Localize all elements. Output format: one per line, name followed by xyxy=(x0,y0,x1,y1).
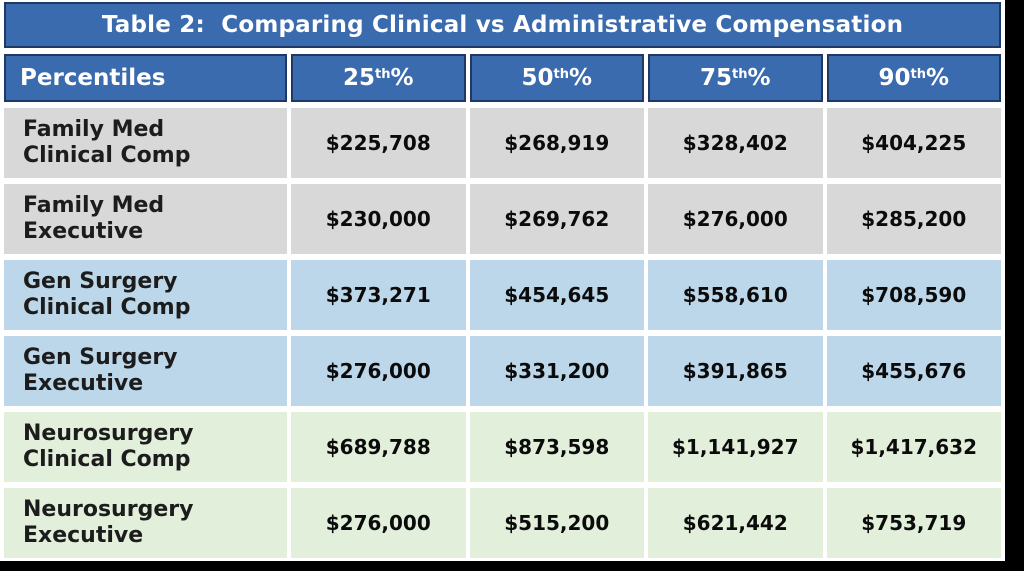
header-cell-90th: 90th% xyxy=(826,54,1001,102)
table-row-family-med-clinical: Family Med Clinical Comp $225,708 $268,9… xyxy=(4,108,1001,178)
percentile-base: 90 xyxy=(878,65,911,91)
row-label: Neurosurgery Clinical Comp xyxy=(4,412,287,482)
value-cell: $455,676 xyxy=(826,336,1001,406)
row-label-line2: Executive xyxy=(23,371,144,396)
title-row: Table 2: Comparing Clinical vs Administr… xyxy=(4,2,1001,48)
table-row-family-med-executive: Family Med Executive $230,000 $269,762 $… xyxy=(4,184,1001,254)
row-label-line1: Neurosurgery xyxy=(23,496,194,522)
row-label-line2: Clinical Comp xyxy=(23,295,191,320)
percentile-sup: th xyxy=(374,66,391,82)
value-cell: $404,225 xyxy=(826,108,1001,178)
row-label-line2: Executive xyxy=(23,219,144,244)
header-row: Percentiles 25th% 50th% 75th% 90th% xyxy=(4,54,1001,102)
row-label-line2: Clinical Comp xyxy=(23,143,191,168)
percentile-sup: th xyxy=(553,66,569,82)
value-cell: $708,590 xyxy=(826,260,1001,330)
header-cell-50th: 50th% xyxy=(469,54,644,102)
percentile-sup: th xyxy=(910,66,926,82)
row-label-line1: Family Med xyxy=(23,192,165,218)
row-label: Family Med Executive xyxy=(4,184,287,254)
header-cell-75th: 75th% xyxy=(648,54,823,102)
black-frame-bottom xyxy=(0,561,1024,571)
value-cell: $391,865 xyxy=(648,336,823,406)
value-cell: $515,200 xyxy=(469,488,644,558)
value-cell: $753,719 xyxy=(826,488,1001,558)
percentile-sup: th xyxy=(731,66,748,82)
value-cell: $558,610 xyxy=(648,260,823,330)
value-cell: $331,200 xyxy=(469,336,644,406)
row-label-line1: Gen Surgery xyxy=(23,268,178,294)
percentile-suffix: % xyxy=(747,65,771,91)
value-cell: $454,645 xyxy=(469,260,644,330)
header-cell-percentiles: Percentiles xyxy=(4,54,287,102)
compensation-table: Table 2: Comparing Clinical vs Administr… xyxy=(4,2,1001,558)
row-label: Gen Surgery Clinical Comp xyxy=(4,260,287,330)
row-label-line1: Gen Surgery xyxy=(23,344,178,370)
value-cell: $268,919 xyxy=(469,108,644,178)
black-frame-right xyxy=(1005,0,1024,571)
value-cell: $276,000 xyxy=(291,488,466,558)
percentile-base: 50 xyxy=(521,65,554,91)
value-cell: $1,141,927 xyxy=(648,412,823,482)
table-row-neurosurgery-clinical: Neurosurgery Clinical Comp $689,788 $873… xyxy=(4,412,1001,482)
table-row-gen-surgery-executive: Gen Surgery Executive $276,000 $331,200 … xyxy=(4,336,1001,406)
value-cell: $373,271 xyxy=(291,260,466,330)
row-label-line2: Executive xyxy=(23,523,144,548)
value-cell: $276,000 xyxy=(291,336,466,406)
value-cell: $276,000 xyxy=(648,184,823,254)
value-cell: $621,442 xyxy=(648,488,823,558)
percentile-base: 25 xyxy=(342,65,375,91)
value-cell: $328,402 xyxy=(648,108,823,178)
row-label-line1: Neurosurgery xyxy=(23,420,194,446)
percentile-base: 75 xyxy=(699,65,732,91)
table-title: Table 2: Comparing Clinical vs Administr… xyxy=(4,2,1001,48)
percentile-suffix: % xyxy=(390,65,414,91)
value-cell: $269,762 xyxy=(469,184,644,254)
row-label-line1: Family Med xyxy=(23,116,165,142)
value-cell: $230,000 xyxy=(291,184,466,254)
value-cell: $873,598 xyxy=(469,412,644,482)
table-row-gen-surgery-clinical: Gen Surgery Clinical Comp $373,271 $454,… xyxy=(4,260,1001,330)
row-label: Gen Surgery Executive xyxy=(4,336,287,406)
row-label: Neurosurgery Executive xyxy=(4,488,287,558)
row-label: Family Med Clinical Comp xyxy=(4,108,287,178)
value-cell: $1,417,632 xyxy=(826,412,1001,482)
table-row-neurosurgery-executive: Neurosurgery Executive $276,000 $515,200… xyxy=(4,488,1001,558)
value-cell: $285,200 xyxy=(826,184,1001,254)
header-cell-25th: 25th% xyxy=(291,54,466,102)
percentile-suffix: % xyxy=(925,65,950,91)
row-label-line2: Clinical Comp xyxy=(23,447,191,472)
value-cell: $225,708 xyxy=(291,108,466,178)
value-cell: $689,788 xyxy=(291,412,466,482)
percentile-suffix: % xyxy=(568,65,593,91)
